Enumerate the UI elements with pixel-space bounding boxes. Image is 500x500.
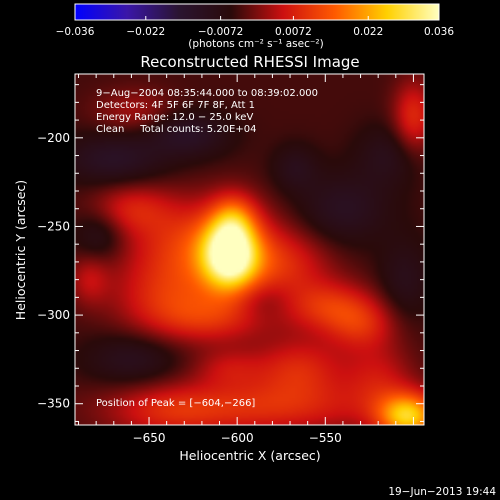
y-tick-label: −350: [37, 397, 70, 411]
annotation-total-counts: Clean Total counts: 5.20E+04: [96, 124, 256, 135]
colorbar-frame: [74, 3, 440, 21]
x-tick-label: −550: [309, 431, 342, 445]
colorbar: [75, 4, 439, 20]
colorbar-tick-label: 0.036: [424, 26, 454, 38]
y-tick-label: −200: [37, 131, 70, 145]
annotation-time-range: 9−Aug−2004 08:35:44.000 to 08:39:02.000: [96, 88, 318, 99]
chart-title: Reconstructed RHESSI Image: [140, 53, 359, 71]
x-axis-label: Heliocentric X (arcsec): [179, 448, 320, 463]
x-tick-label: −600: [221, 431, 254, 445]
colorbar-tick-label: 0.0072: [275, 26, 312, 38]
colorbar-ticks: −0.036 −0.022 −0.0072 0.0072 0.022 0.036: [56, 16, 454, 38]
colorbar-tick-label: −0.036: [56, 26, 95, 38]
peak-position-label: Position of Peak = [−604,−266]: [96, 398, 255, 409]
annotation-detectors: Detectors: 4F 5F 6F 7F 8F, Att 1: [96, 100, 255, 111]
annotation-energy-range: Energy Range: 12.0 − 25.0 keV: [96, 112, 253, 123]
y-tick-label: −300: [37, 308, 70, 322]
colorbar-tick-label: −0.022: [126, 26, 165, 38]
y-axis-label: Heliocentric Y (arcsec): [13, 180, 28, 320]
colorbar-tick-label: 0.022: [353, 26, 383, 38]
x-tick-label: −650: [133, 431, 166, 445]
colorbar-label: (photons cm⁻² s⁻¹ asec⁻²): [188, 38, 323, 50]
heatmap-image: [75, 74, 424, 425]
axis-ticks: −650 −600 −550 −200 −250 −300 −350: [37, 74, 424, 445]
plot-frame: [74, 73, 425, 426]
y-tick-label: −250: [37, 219, 70, 233]
footer-date: 19−Jun−2013 19:44: [388, 486, 496, 498]
colorbar-tick-label: −0.0072: [198, 26, 244, 38]
